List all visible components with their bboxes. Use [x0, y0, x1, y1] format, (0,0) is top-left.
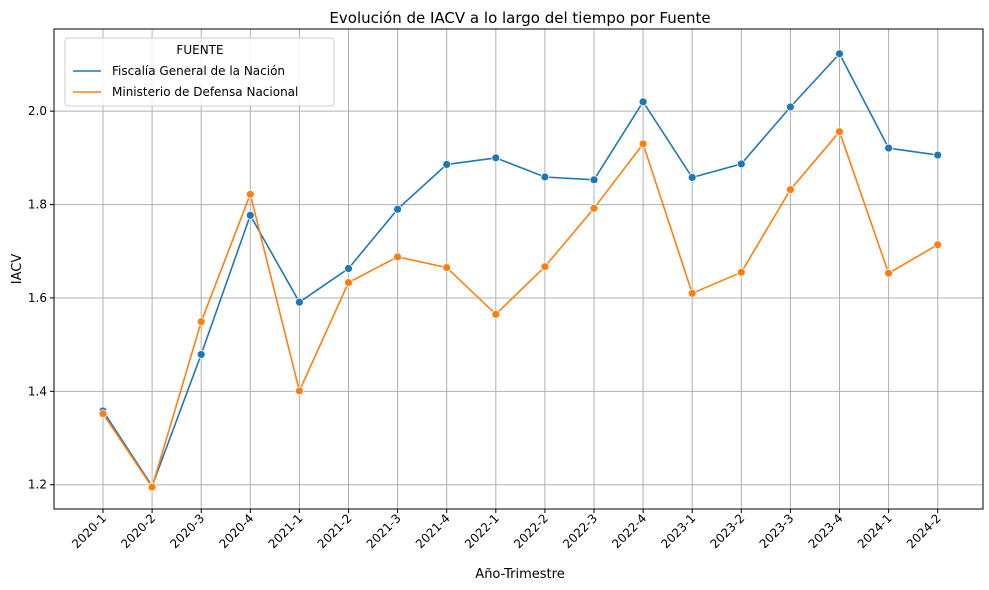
data-point	[393, 252, 403, 262]
data-point	[344, 264, 353, 273]
x-tick-label: 2024-1	[855, 511, 895, 551]
series-1	[98, 127, 943, 492]
data-point	[147, 482, 157, 492]
legend: FUENTE Fiscalía General de la Nación Min…	[64, 37, 335, 107]
y-tick-label: 2.0	[28, 104, 47, 118]
plot-frame	[53, 28, 984, 510]
data-point	[294, 297, 304, 307]
y-tick-label: 1.4	[28, 384, 47, 398]
data-point	[687, 173, 697, 182]
data-point	[638, 97, 648, 107]
data-point	[933, 240, 943, 250]
x-tick-label: 2024-2	[904, 511, 944, 551]
legend-label-fiscalia: Fiscalía General de la Nación	[112, 64, 285, 78]
data-point	[835, 49, 844, 59]
y-axis: 1.2 1.4 1.6 1.8 2.0	[28, 104, 54, 492]
y-tick-label: 1.2	[28, 478, 47, 492]
x-tick-label: 2022-2	[511, 511, 551, 551]
data-point	[393, 204, 403, 214]
data-point	[786, 102, 795, 112]
data-point	[196, 350, 206, 359]
x-tick-label: 2023-4	[806, 511, 846, 551]
x-tick-label: 2023-2	[707, 511, 747, 551]
data-point	[540, 262, 550, 272]
x-tick-label: 2020-2	[118, 511, 158, 551]
y-tick-label: 1.8	[28, 198, 47, 212]
data-point	[884, 143, 893, 153]
data-point	[835, 127, 844, 137]
data-point	[933, 150, 943, 160]
x-tick-label: 2021-2	[315, 511, 355, 551]
chart-title: Evolución de IACV a lo largo del tiempo …	[329, 9, 710, 27]
data-point	[687, 288, 697, 298]
data-point	[638, 139, 648, 149]
legend-label-ministerio: Ministerio de Defensa Nacional	[112, 85, 298, 99]
data-point	[884, 268, 893, 278]
data-point	[589, 175, 599, 185]
data-point	[589, 203, 599, 213]
y-tick-label: 1.6	[28, 291, 47, 305]
x-tick-label: 2020-1	[69, 511, 109, 551]
x-tick-label: 2021-4	[413, 511, 453, 551]
x-tick-label: 2020-3	[167, 511, 207, 551]
data-point	[245, 189, 255, 199]
x-tick-label: 2022-4	[609, 511, 649, 551]
data-point	[344, 278, 353, 287]
x-tick-label: 2021-3	[364, 511, 404, 551]
x-axis-label: Año-Trimestre	[475, 567, 564, 582]
data-point	[786, 185, 795, 195]
x-tick-label: 2022-1	[462, 511, 502, 551]
x-tick-label: 2023-1	[658, 511, 698, 551]
data-point	[540, 172, 550, 182]
x-tick-label: 2022-3	[560, 511, 600, 551]
legend-title: FUENTE	[176, 43, 223, 57]
data-point	[245, 210, 255, 220]
x-tick-label: 2020-4	[216, 511, 256, 551]
data-point	[442, 263, 452, 272]
data-point	[491, 153, 501, 163]
series-line	[102, 52, 938, 488]
series-line	[102, 130, 939, 489]
data-point	[736, 267, 746, 277]
x-tick-label: 2023-3	[757, 511, 797, 551]
data-point	[736, 159, 746, 169]
x-axis: 2020-1 2020-2 2020-3 2020-4 2021-1 2021-2 2021…	[69, 509, 944, 551]
data-point	[442, 160, 452, 169]
series-layer	[98, 49, 943, 492]
series-0	[98, 49, 943, 491]
data-point	[196, 317, 206, 327]
data-point	[294, 386, 304, 396]
y-axis-label: IACV	[10, 254, 25, 285]
data-point	[491, 309, 501, 319]
x-tick-label: 2021-1	[266, 511, 306, 551]
legend-box	[64, 37, 335, 107]
data-point	[98, 409, 108, 419]
